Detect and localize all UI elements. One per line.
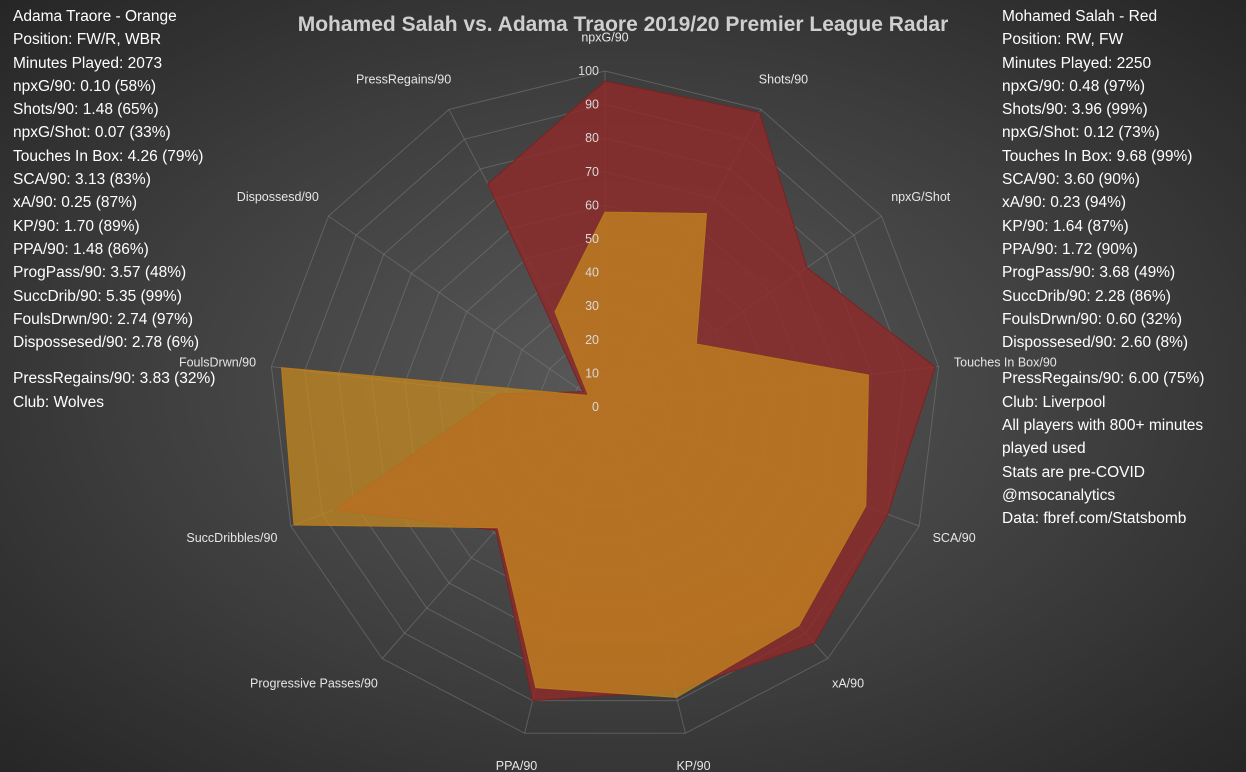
salah-info-line: Touches In Box: 9.68 (99%) xyxy=(1002,147,1193,165)
axis-labels: npxG/90 Shots/90 npxG/Shot Touches In Box/9… xyxy=(179,30,1057,772)
axis-label: SuccDribbles/90 xyxy=(186,531,277,545)
chart-title: Mohamed Salah vs. Adama Traore 2019/20 P… xyxy=(297,13,949,36)
salah-info-line: @msocanalytics xyxy=(1002,486,1116,504)
radial-ticks: 0 10 20 30 40 50 60 70 80 90 100 xyxy=(578,64,599,414)
tick-label: 10 xyxy=(585,366,599,380)
salah-info-line: SCA/90: 3.60 (90%) xyxy=(1002,171,1140,189)
salah-info-line: PressRegains/90: 6.00 (75%) xyxy=(1002,370,1205,388)
traore-info-line: SCA/90: 3.13 (83%) xyxy=(13,171,151,189)
tick-label: 30 xyxy=(585,299,599,313)
salah-info-line: SuccDrib/90: 2.28 (86%) xyxy=(1002,287,1171,305)
tick-label: 20 xyxy=(585,333,599,347)
axis-label: xA/90 xyxy=(832,677,864,691)
tick-label: 100 xyxy=(578,64,599,78)
salah-info-line: KP/90: 1.64 (87%) xyxy=(1002,217,1129,235)
traore-info-line: Dispossesed/90: 2.78 (6%) xyxy=(13,334,200,352)
salah-info-line: Position: RW, FW xyxy=(1002,31,1124,49)
tick-label: 0 xyxy=(592,400,599,414)
axis-label: npxG/Shot xyxy=(891,190,951,204)
tick-label: 50 xyxy=(585,232,599,246)
traore-info-line: Touches In Box: 4.26 (79%) xyxy=(13,147,204,165)
salah-info-line: Minutes Played: 2250 xyxy=(1002,54,1152,72)
salah-info-line: PPA/90: 1.72 (90%) xyxy=(1002,240,1138,258)
traore-info-line: Minutes Played: 2073 xyxy=(13,54,163,72)
axis-label: npxG/90 xyxy=(581,30,628,44)
axis-label: Dispossesd/90 xyxy=(237,190,319,204)
salah-info-line: FoulsDrwn/90: 0.60 (32%) xyxy=(1002,310,1183,328)
salah-info-line: Club: Liverpool xyxy=(1002,393,1106,411)
axis-label: PressRegains/90 xyxy=(356,73,451,87)
traore-info-line: npxG/90: 0.10 (58%) xyxy=(13,77,157,95)
tick-label: 90 xyxy=(585,98,599,112)
salah-info-line: Dispossesed/90: 2.60 (8%) xyxy=(1002,334,1189,352)
salah-info-line: npxG/Shot: 0.12 (73%) xyxy=(1002,124,1160,142)
traore-info-line: KP/90: 1.70 (89%) xyxy=(13,217,140,235)
grid-ring xyxy=(304,104,906,702)
traore-info-line: Shots/90: 1.48 (65%) xyxy=(13,101,159,119)
traore-info-line: ProgPass/90: 3.57 (48%) xyxy=(13,264,187,282)
spacer xyxy=(1002,354,1204,367)
grid-spoke xyxy=(328,215,606,408)
axis-label: Shots/90 xyxy=(759,73,808,87)
salah-info-line: played used xyxy=(1002,440,1086,458)
radar-series xyxy=(280,80,936,702)
salah-info-line: xA/90: 0.23 (94%) xyxy=(1002,194,1127,212)
salah-info-line: Stats are pre-COVID xyxy=(1002,463,1145,481)
axis-label: KP/90 xyxy=(676,759,710,772)
axis-label: PPA/90 xyxy=(496,759,538,772)
salah-info-line: npxG/90: 0.48 (97%) xyxy=(1002,77,1146,95)
salah-info-line: Data: fbref.com/Statsbomb xyxy=(1002,510,1187,528)
tick-label: 40 xyxy=(585,266,599,280)
salah-info-panel: Mohamed Salah - Red Position: RW, FW Min… xyxy=(1002,5,1204,531)
salah-info-line: Shots/90: 3.96 (99%) xyxy=(1002,101,1148,119)
traore-info-panel: Adama Traore - Orange Position: FW/R, WB… xyxy=(13,5,215,414)
axis-label: FoulsDrwn/90 xyxy=(179,355,256,369)
grid-ring xyxy=(270,70,940,734)
salah-info-line: Mohamed Salah - Red xyxy=(1002,8,1158,25)
salah-info-line: ProgPass/90: 3.68 (49%) xyxy=(1002,264,1176,282)
traore-info-line: npxG/Shot: 0.07 (33%) xyxy=(13,124,171,142)
traore-info-line: FoulsDrwn/90: 2.74 (97%) xyxy=(13,310,194,328)
salah-info-line: All players with 800+ minutes xyxy=(1002,417,1204,435)
traore-info-line: PPA/90: 1.48 (86%) xyxy=(13,240,149,258)
traore-info-line: SuccDrib/90: 5.35 (99%) xyxy=(13,287,182,305)
tick-label: 80 xyxy=(585,131,599,145)
axis-label: Progressive Passes/90 xyxy=(250,677,378,691)
adama-traore-area xyxy=(280,211,870,698)
axis-label: SCA/90 xyxy=(933,531,976,545)
spacer xyxy=(13,354,215,367)
axis-label: Touches In Box/90 xyxy=(954,355,1057,369)
traore-info-line: Club: Wolves xyxy=(13,393,105,411)
traore-info-line: PressRegains/90: 3.83 (32%) xyxy=(13,370,216,388)
traore-info-line: Adama Traore - Orange xyxy=(13,8,177,25)
tick-label: 60 xyxy=(585,198,599,212)
traore-info-line: xA/90: 0.25 (87%) xyxy=(13,194,138,212)
tick-label: 70 xyxy=(585,165,599,179)
traore-info-line: Position: FW/R, WBR xyxy=(13,31,162,49)
